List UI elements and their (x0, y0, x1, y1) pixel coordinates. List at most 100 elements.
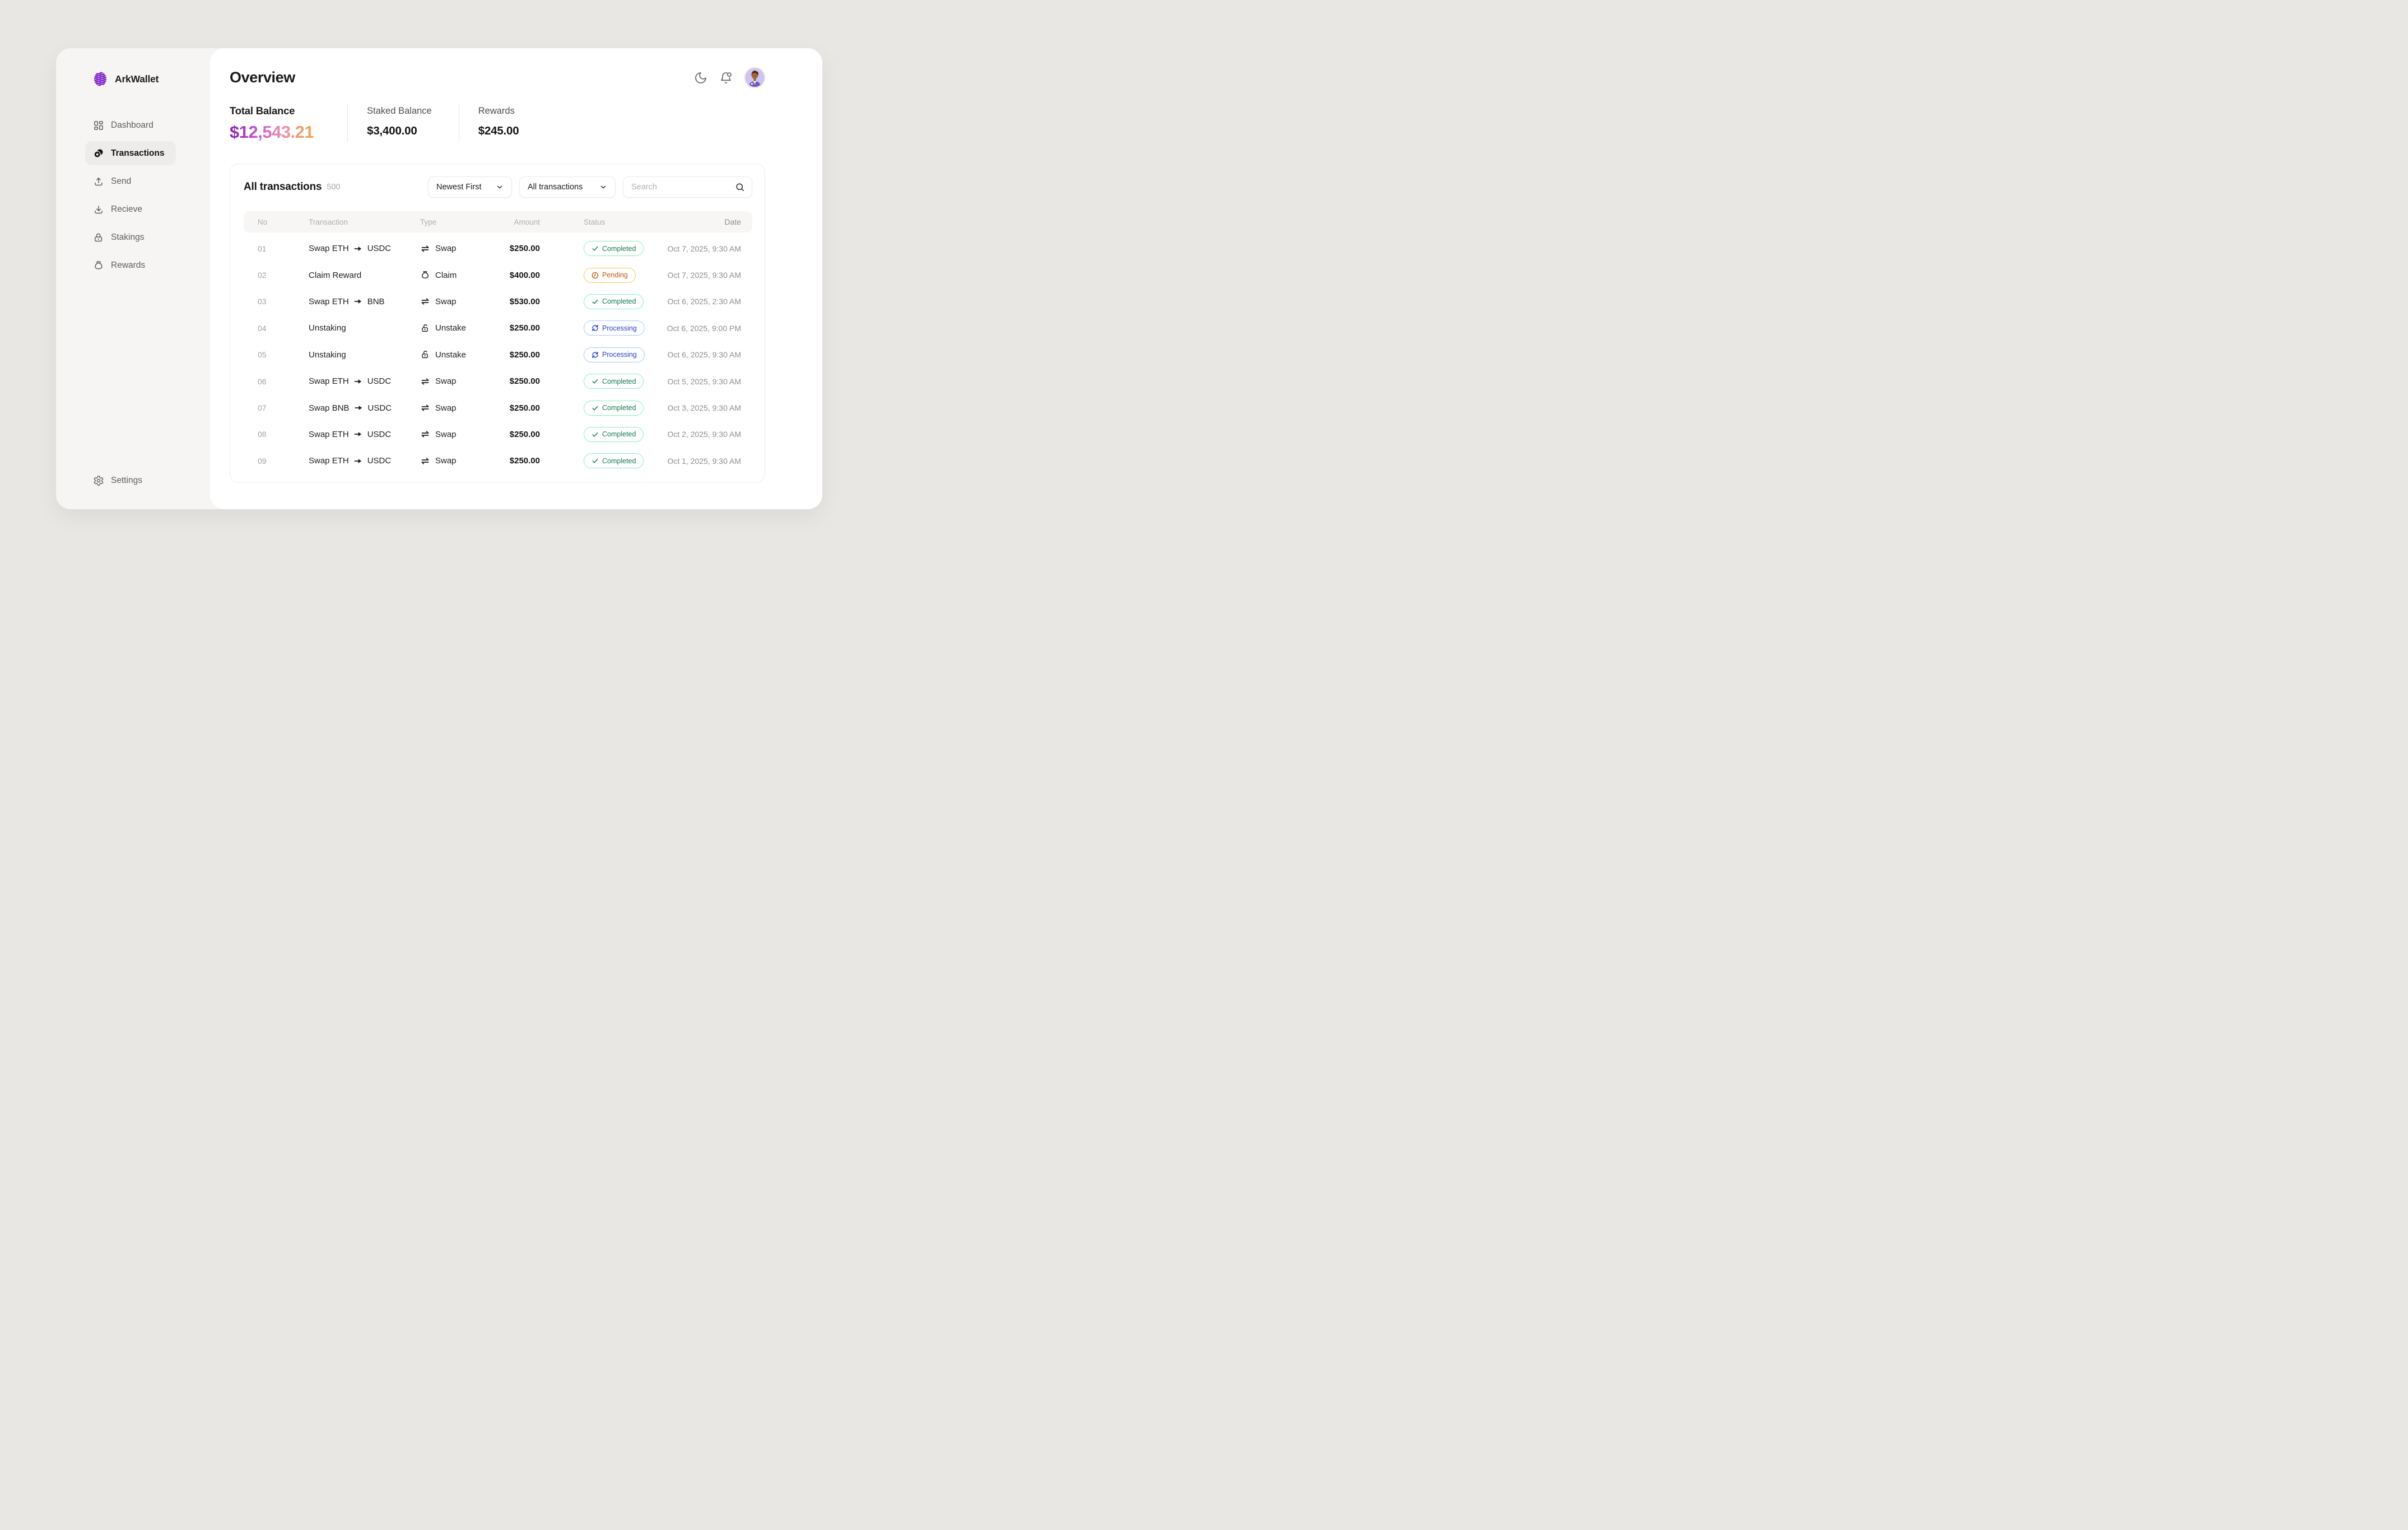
table-row[interactable]: 06 Swap ETH USDC Swap $250.00 Completed O… (244, 368, 752, 394)
panel-header: All transactions 500 Newest First All tr… (244, 176, 752, 198)
row-amount: $250.00 (509, 403, 540, 413)
type-label: Swap (435, 376, 457, 387)
sidebar-item-rewards[interactable]: Rewards (85, 253, 176, 277)
table-row[interactable]: 02 Claim Reward Claim $400.00 Pending Oc… (244, 262, 752, 288)
row-amount: $250.00 (509, 244, 540, 254)
sidebar-item-label: Stakings (111, 232, 145, 242)
sidebar-item-settings[interactable]: Settings (85, 468, 176, 492)
stat-value: $12,543.21 (230, 122, 314, 142)
page-title: Overview (230, 69, 295, 86)
type-label: Swap (435, 456, 457, 466)
sidebar-item-transactions[interactable]: Transactions (85, 141, 176, 165)
arrow-right-icon (355, 406, 362, 410)
table-row[interactable]: 09 Swap ETH USDC Swap $250.00 Completed O… (244, 448, 752, 474)
search-input[interactable] (623, 176, 752, 198)
row-transaction: Unstaking (309, 350, 346, 360)
row-status-cell: Completed (547, 453, 659, 469)
arrow-right-icon (354, 458, 361, 463)
row-no: 03 (258, 297, 267, 306)
row-type: Unstake (420, 323, 499, 333)
filter-dropdown-value: All transactions (528, 183, 583, 192)
row-amount: $250.00 (509, 456, 540, 466)
sync-icon (591, 351, 599, 359)
transactions-panel: All transactions 500 Newest First All tr… (230, 164, 765, 483)
row-date: Oct 1, 2025, 9:30 AM (667, 456, 741, 466)
row-status-cell: Processing (547, 347, 659, 362)
stat-label: Rewards (478, 106, 515, 116)
bell-icon[interactable] (719, 71, 733, 85)
table-row[interactable]: 07 Swap BNB USDC Swap $250.00 Completed O… (244, 394, 752, 421)
arrow-right-icon (354, 246, 361, 251)
unstake-icon (420, 350, 430, 360)
sidebar-item-stakings[interactable]: Stakings (85, 225, 176, 249)
status-label: Completed (602, 297, 636, 306)
swap-icon (420, 456, 430, 466)
check-icon (591, 457, 599, 464)
sort-dropdown[interactable]: Newest First (428, 176, 512, 198)
check-icon (591, 431, 599, 438)
status-badge: Completed (584, 241, 644, 257)
swap-icon (420, 429, 430, 439)
panel-controls: Newest First All transactions (428, 176, 752, 198)
padlock-icon (95, 233, 103, 241)
row-no: 07 (258, 403, 267, 413)
table-row[interactable]: 03 Swap ETH BNB Swap $530.00 Completed Oc… (244, 289, 752, 315)
row-transaction: Unstaking (309, 323, 346, 333)
main-content: Overview (210, 48, 822, 509)
transactions-coins-icon (94, 148, 103, 158)
check-icon (591, 245, 599, 252)
swap-icon (420, 296, 430, 306)
column-header-date: Date (724, 217, 741, 226)
row-no: 05 (258, 350, 267, 360)
arrow-right-icon (354, 432, 361, 437)
row-transaction: Swap ETH USDC (309, 244, 392, 254)
status-label: Processing (602, 324, 637, 332)
table-row[interactable]: 01 Swap ETH USDC Swap $250.00 Completed O… (244, 235, 752, 262)
stat-total-balance: Total Balance $12,543.21 (230, 105, 347, 142)
check-icon (591, 404, 599, 412)
status-badge: Processing (584, 347, 645, 362)
avatar[interactable] (744, 67, 765, 88)
search-box (623, 176, 752, 198)
receive-download-icon (95, 205, 103, 213)
row-type: Claim (420, 270, 499, 280)
sidebar-item-send[interactable]: Send (85, 169, 176, 193)
status-badge: Pending (584, 267, 636, 283)
app-window: ArkWallet Dashboard Transactions (56, 48, 822, 509)
type-label: Swap (435, 244, 457, 254)
row-date: Oct 6, 2025, 2:30 AM (667, 297, 741, 306)
table-row[interactable]: 04 Unstaking Unstake $250.00 Processing … (244, 315, 752, 341)
row-type: Swap (420, 296, 499, 306)
sidebar-item-receive[interactable]: Recieve (85, 197, 176, 221)
sidebar-item-label: Transactions (111, 148, 165, 158)
send-upload-icon (95, 177, 103, 185)
brand-logo[interactable]: ArkWallet (92, 71, 210, 87)
stat-label: Staked Balance (367, 106, 432, 116)
claim-icon (420, 270, 430, 280)
status-badge: Completed (584, 426, 644, 442)
row-date: Oct 3, 2025, 9:30 AM (667, 403, 741, 413)
row-type: Swap (420, 403, 499, 413)
table-row[interactable]: 05 Unstaking Unstake $250.00 Processing … (244, 342, 752, 368)
unstake-icon (420, 323, 430, 333)
chevron-down-icon (497, 185, 502, 189)
panel-title: All transactions (244, 181, 322, 193)
row-no: 08 (258, 430, 267, 439)
check-icon (591, 378, 599, 385)
row-type: Swap (420, 376, 499, 387)
stat-staked-balance: Staked Balance $3,400.00 (347, 105, 459, 142)
balance-stats: Total Balance $12,543.21 Staked Balance … (230, 105, 765, 142)
row-status-cell: Completed (547, 426, 659, 442)
moon-icon[interactable] (694, 71, 707, 85)
filter-dropdown[interactable]: All transactions (519, 176, 616, 198)
sidebar: ArkWallet Dashboard Transactions (56, 48, 210, 509)
table-row[interactable]: 08 Swap ETH USDC Swap $250.00 Completed O… (244, 421, 752, 448)
status-badge: Completed (584, 294, 644, 309)
settings-label: Settings (111, 475, 143, 485)
row-no: 02 (258, 271, 267, 280)
column-header-type: Type (420, 217, 437, 226)
column-header-amount: Amount (514, 217, 540, 226)
sidebar-item-dashboard[interactable]: Dashboard (85, 113, 176, 137)
type-label: Swap (435, 429, 457, 439)
stat-value: $3,400.00 (367, 124, 417, 137)
